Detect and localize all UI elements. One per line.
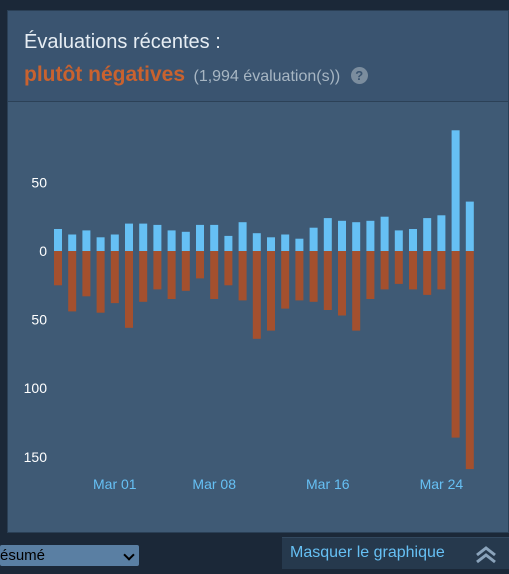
positive-bar[interactable] bbox=[366, 220, 375, 251]
y-tick-label: 100 bbox=[24, 380, 48, 396]
positive-bar[interactable] bbox=[309, 227, 318, 251]
negative-bar[interactable] bbox=[281, 251, 290, 309]
x-tick-label: Mar 16 bbox=[306, 476, 350, 492]
display-mode-value: ésumé bbox=[0, 547, 46, 564]
negative-bar[interactable] bbox=[437, 251, 446, 290]
y-tick-label: 0 bbox=[39, 243, 47, 259]
negative-bar[interactable] bbox=[338, 251, 346, 316]
positive-bar[interactable] bbox=[295, 238, 304, 251]
negative-bar[interactable] bbox=[252, 251, 261, 339]
positive-bar[interactable] bbox=[451, 130, 460, 251]
positive-bar[interactable] bbox=[68, 234, 77, 252]
chevron-down-icon bbox=[123, 549, 135, 561]
negative-bar[interactable] bbox=[352, 251, 361, 331]
positive-bar[interactable] bbox=[352, 222, 361, 251]
positive-bar[interactable] bbox=[323, 218, 332, 251]
y-tick-label: 150 bbox=[24, 449, 48, 465]
negative-bar[interactable] bbox=[409, 251, 417, 290]
negative-bar[interactable] bbox=[366, 251, 375, 299]
help-icon[interactable]: ? bbox=[350, 67, 368, 84]
negative-bar[interactable] bbox=[167, 251, 176, 299]
positive-bar[interactable] bbox=[210, 224, 219, 251]
positive-bar[interactable] bbox=[380, 216, 389, 251]
negative-bar[interactable] bbox=[238, 251, 247, 301]
positive-bar[interactable] bbox=[139, 223, 148, 251]
reviews-header: Évaluations récentes : plutôt négatives … bbox=[8, 11, 508, 102]
positive-bar[interactable] bbox=[267, 237, 275, 251]
negative-bar[interactable] bbox=[295, 251, 304, 301]
positive-bar[interactable] bbox=[394, 230, 403, 251]
hide-graph-label: Masquer le graphique bbox=[290, 544, 445, 561]
positive-bar[interactable] bbox=[54, 229, 62, 251]
positive-bar[interactable] bbox=[110, 234, 119, 252]
positive-bar[interactable] bbox=[409, 229, 417, 251]
negative-bar[interactable] bbox=[153, 251, 162, 290]
positive-bar[interactable] bbox=[153, 224, 162, 251]
negative-bar[interactable] bbox=[196, 251, 204, 279]
positive-bar[interactable] bbox=[423, 218, 432, 251]
negative-bar[interactable] bbox=[139, 251, 148, 302]
negative-bar[interactable] bbox=[267, 251, 275, 331]
negative-bar[interactable] bbox=[423, 251, 432, 295]
negative-bar[interactable] bbox=[465, 251, 474, 470]
hide-graph-button[interactable]: Masquer le graphique bbox=[282, 537, 509, 569]
x-tick-label: Mar 24 bbox=[420, 476, 464, 492]
negative-bar[interactable] bbox=[323, 251, 332, 310]
negative-bar[interactable] bbox=[110, 251, 119, 304]
y-tick-label: 50 bbox=[31, 312, 47, 328]
negative-bar[interactable] bbox=[181, 251, 190, 291]
reviews-title: Évaluations récentes : bbox=[24, 31, 221, 53]
negative-bar[interactable] bbox=[451, 251, 460, 438]
positive-bar[interactable] bbox=[96, 237, 105, 251]
negative-bar[interactable] bbox=[96, 251, 105, 313]
positive-bar[interactable] bbox=[238, 222, 247, 251]
positive-bar[interactable] bbox=[281, 234, 290, 252]
negative-bar[interactable] bbox=[380, 251, 389, 290]
positive-bar[interactable] bbox=[338, 220, 346, 251]
y-tick-label: 50 bbox=[31, 174, 47, 190]
positive-bar[interactable] bbox=[437, 215, 446, 251]
summary-row: plutôt négatives (1,994 évaluation(s)) ? bbox=[24, 63, 368, 87]
positive-bar[interactable] bbox=[181, 231, 190, 251]
double-chevron-up-icon bbox=[476, 546, 496, 564]
negative-bar[interactable] bbox=[82, 251, 91, 297]
reviews-histogram-chart: 50 0 50 100 150 Mar 01 Mar 08 Mar 16 Mar 24 bbox=[24, 130, 474, 492]
x-tick-label: Mar 01 bbox=[93, 476, 137, 492]
positive-bar[interactable] bbox=[125, 223, 133, 251]
negative-bar[interactable] bbox=[125, 251, 133, 328]
negative-bar[interactable] bbox=[68, 251, 77, 312]
negative-bar[interactable] bbox=[210, 251, 219, 299]
positive-bar[interactable] bbox=[252, 233, 261, 251]
positive-bar[interactable] bbox=[196, 224, 204, 251]
positive-bar[interactable] bbox=[167, 230, 176, 251]
negative-bar[interactable] bbox=[224, 251, 233, 286]
negative-bar[interactable] bbox=[54, 251, 62, 286]
display-mode-select[interactable]: ésumé bbox=[0, 545, 139, 566]
negative-bar[interactable] bbox=[394, 251, 403, 284]
positive-bar[interactable] bbox=[224, 235, 233, 251]
positive-bar[interactable] bbox=[82, 230, 91, 251]
positive-bar[interactable] bbox=[465, 201, 474, 251]
negative-bar[interactable] bbox=[309, 251, 318, 302]
review-summary[interactable]: plutôt négatives bbox=[24, 63, 186, 86]
x-tick-label: Mar 08 bbox=[192, 476, 236, 492]
reviews-panel: Évaluations récentes : plutôt négatives … bbox=[7, 10, 509, 533]
review-count: (1,994 évaluation(s)) bbox=[193, 68, 341, 85]
